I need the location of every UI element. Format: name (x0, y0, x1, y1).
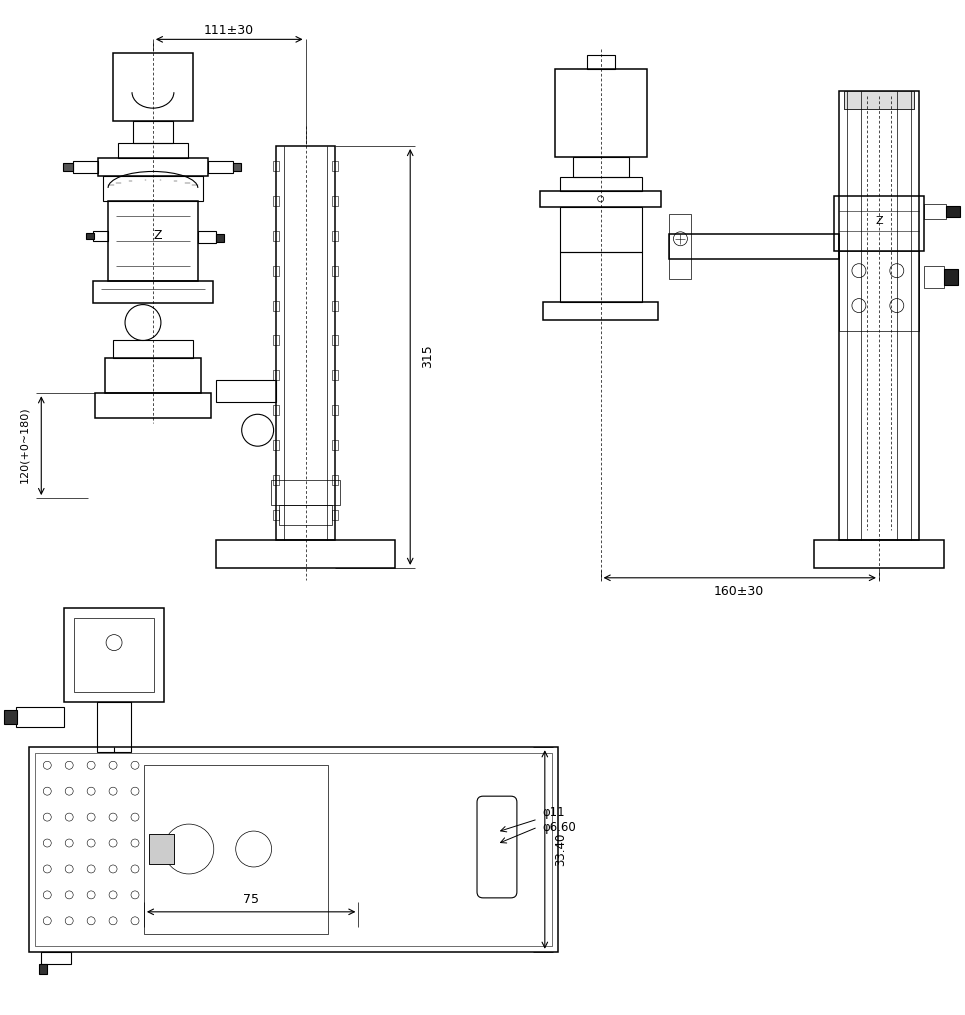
Bar (272, 300, 279, 311)
Bar (133, 121, 173, 143)
Bar (29, 747, 558, 952)
Bar (96, 394, 210, 418)
Bar (560, 252, 642, 301)
Bar (98, 158, 207, 176)
Bar (332, 336, 339, 345)
Bar (844, 91, 914, 110)
Bar (573, 157, 628, 177)
Bar (65, 608, 164, 702)
Bar (332, 230, 339, 241)
Bar (40, 963, 47, 973)
Bar (272, 266, 279, 276)
Bar (73, 161, 98, 173)
Text: 33.40: 33.40 (554, 832, 567, 866)
Bar (64, 163, 73, 171)
Bar (944, 269, 957, 284)
Text: Z: Z (875, 216, 883, 225)
Bar (332, 441, 339, 451)
Bar (216, 381, 276, 402)
Bar (118, 143, 188, 158)
Bar (16, 707, 65, 728)
Bar (272, 336, 279, 345)
Text: φ6.60: φ6.60 (543, 820, 576, 833)
Bar (5, 710, 17, 725)
Bar (946, 206, 959, 217)
Bar (94, 281, 212, 302)
Bar (108, 201, 198, 281)
Text: 111±30: 111±30 (204, 24, 254, 37)
Bar (924, 204, 946, 219)
Bar (332, 370, 339, 381)
Text: Z: Z (153, 229, 162, 243)
Bar (270, 480, 341, 505)
Bar (94, 230, 108, 241)
Bar (276, 146, 336, 540)
Bar (198, 230, 216, 243)
Bar (839, 91, 919, 540)
Bar (814, 540, 944, 567)
Bar (272, 196, 279, 206)
Text: φ11: φ11 (543, 806, 565, 819)
Bar (216, 540, 396, 567)
Text: 75: 75 (242, 893, 259, 906)
Bar (543, 301, 658, 320)
Bar (332, 405, 339, 415)
Bar (834, 196, 924, 251)
Bar (332, 266, 339, 276)
Text: 120(+0~180): 120(+0~180) (19, 407, 29, 483)
Text: 315: 315 (421, 344, 433, 368)
Bar (332, 475, 339, 485)
Bar (149, 834, 174, 864)
Bar (670, 233, 839, 259)
Bar (332, 510, 339, 520)
Bar (113, 340, 193, 358)
Bar (97, 702, 131, 752)
Bar (216, 233, 224, 242)
Bar (272, 230, 279, 241)
Bar (332, 161, 339, 171)
Text: 160±30: 160±30 (714, 586, 764, 598)
Bar (560, 207, 642, 252)
Bar (555, 69, 647, 157)
Bar (924, 266, 944, 287)
Bar (233, 163, 240, 171)
Bar (839, 251, 919, 331)
Bar (670, 214, 691, 279)
FancyBboxPatch shape (477, 796, 517, 898)
Bar (207, 161, 233, 173)
Bar (539, 191, 661, 207)
Bar (74, 618, 154, 692)
Bar (149, 834, 174, 864)
Bar (560, 177, 642, 191)
Bar (279, 505, 332, 525)
Bar (332, 196, 339, 206)
Bar (144, 765, 328, 934)
Bar (272, 405, 279, 415)
Bar (41, 952, 71, 963)
Bar (272, 441, 279, 451)
Bar (272, 475, 279, 485)
Bar (113, 54, 193, 121)
Bar (332, 300, 339, 311)
Bar (587, 55, 615, 69)
Bar (86, 232, 95, 239)
Bar (272, 510, 279, 520)
Bar (103, 176, 203, 201)
Bar (272, 161, 279, 171)
Bar (272, 370, 279, 381)
Bar (105, 358, 201, 394)
Bar (844, 91, 914, 110)
Bar (36, 753, 552, 946)
